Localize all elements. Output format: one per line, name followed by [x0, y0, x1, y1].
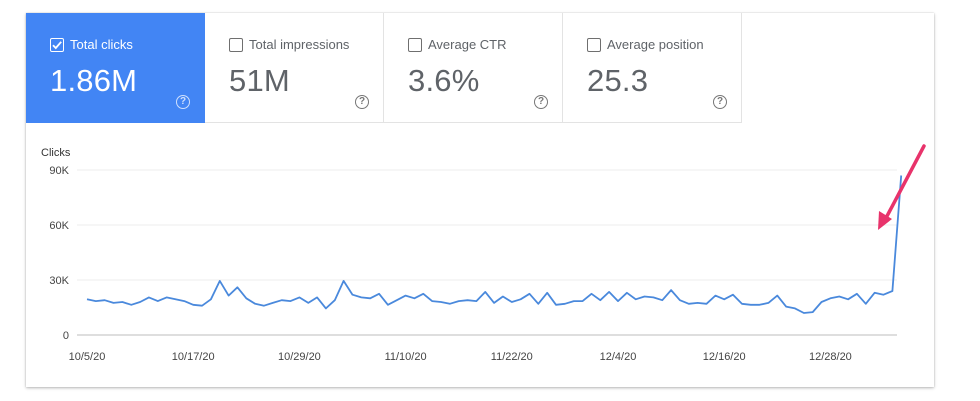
- x-tick-label: 11/10/20: [385, 351, 427, 363]
- performance-card: Total clicks 1.86M ? Total impressions 5…: [26, 13, 934, 387]
- metric-label: Average position: [607, 37, 704, 52]
- y-tick-label: 30K: [49, 275, 69, 287]
- annotation-arrow-icon: [878, 144, 926, 230]
- metric-total-impressions[interactable]: Total impressions 51M ?: [205, 13, 384, 123]
- metric-average-ctr[interactable]: Average CTR 3.6% ?: [384, 13, 563, 123]
- chart-gridlines: [77, 169, 897, 281]
- unchecked-checkbox-icon[interactable]: [587, 37, 601, 52]
- x-tick-label: 12/4/20: [600, 351, 637, 363]
- help-icon[interactable]: ?: [534, 95, 548, 109]
- metric-tabs: Total clicks 1.86M ? Total impressions 5…: [26, 13, 742, 123]
- metric-value: 3.6%: [408, 63, 480, 98]
- clicks-series-line: [86, 175, 903, 314]
- metric-label: Average CTR: [428, 37, 507, 52]
- x-tick-label: 10/17/20: [172, 351, 215, 363]
- metric-value: 1.86M: [50, 63, 138, 98]
- y-tick-label: 60K: [49, 220, 69, 232]
- y-axis-title: Clicks: [41, 147, 71, 159]
- x-tick-label: 12/16/20: [703, 351, 746, 363]
- unchecked-checkbox-icon[interactable]: [229, 37, 243, 52]
- x-tick-label: 11/22/20: [491, 351, 533, 363]
- x-tick-label: 10/29/20: [278, 351, 321, 363]
- metric-label: Total clicks: [70, 37, 133, 52]
- help-icon[interactable]: ?: [176, 95, 190, 109]
- y-axis-ticks: 90K 60K 30K 0: [49, 165, 69, 342]
- y-tick-label: 90K: [49, 165, 69, 177]
- metric-total-clicks[interactable]: Total clicks 1.86M ?: [26, 13, 205, 123]
- metric-average-position[interactable]: Average position 25.3 ?: [563, 13, 742, 123]
- x-axis-ticks: 10/5/20 10/17/20 10/29/20 11/10/20 11/22/20 1…: [69, 351, 852, 363]
- help-icon[interactable]: ?: [355, 95, 369, 109]
- checked-checkbox-icon[interactable]: [50, 37, 64, 52]
- series-group: [86, 175, 903, 314]
- y-tick-label: 0: [63, 330, 69, 342]
- metric-label: Total impressions: [249, 37, 350, 52]
- x-tick-label: 10/5/20: [69, 351, 106, 363]
- x-tick-label: 12/28/20: [809, 351, 852, 363]
- help-icon[interactable]: ?: [713, 95, 727, 109]
- metric-value: 25.3: [587, 63, 649, 98]
- unchecked-checkbox-icon[interactable]: [408, 37, 422, 52]
- metric-value: 51M: [229, 63, 290, 98]
- clicks-line-chart: 90K 60K 30K 0 10/5/20 10/17/20 10/29/20 11/10/…: [49, 144, 926, 363]
